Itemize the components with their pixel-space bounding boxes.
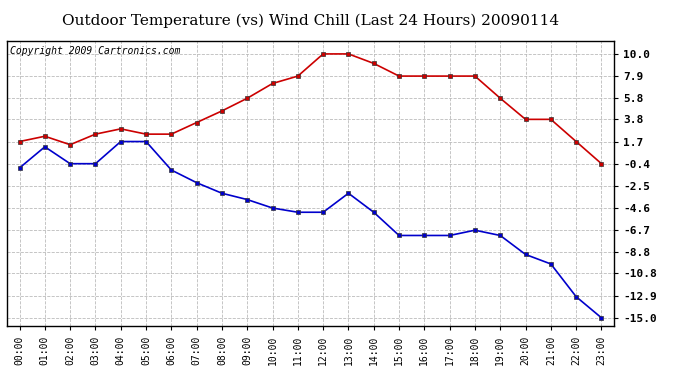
Text: Copyright 2009 Cartronics.com: Copyright 2009 Cartronics.com (10, 45, 180, 56)
Text: Outdoor Temperature (vs) Wind Chill (Last 24 Hours) 20090114: Outdoor Temperature (vs) Wind Chill (Las… (62, 13, 559, 27)
